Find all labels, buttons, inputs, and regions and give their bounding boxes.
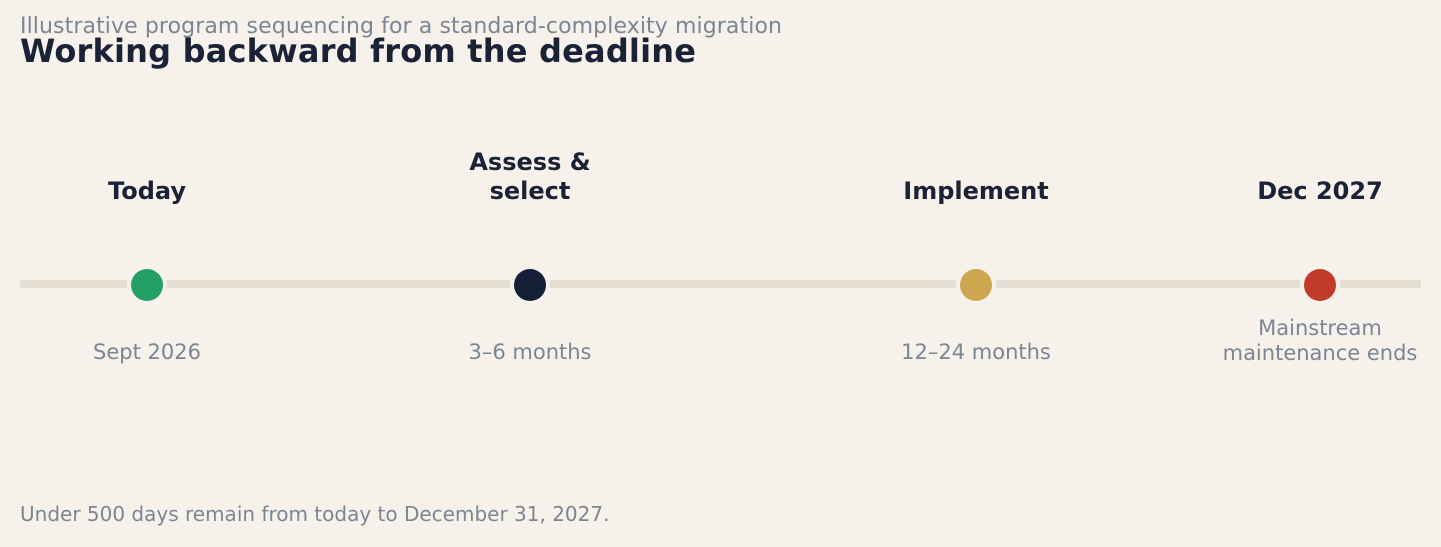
milestone-label: Implement xyxy=(903,177,1049,205)
milestone-label: Dec 2027 xyxy=(1257,177,1383,205)
timeline-track xyxy=(20,280,1421,288)
milestone-sublabel: 12–24 months xyxy=(901,340,1051,364)
footnote: Under 500 days remain from today to Dece… xyxy=(20,502,610,526)
milestone-sublabel: Mainstream maintenance ends xyxy=(1222,316,1418,365)
milestone-label: Today xyxy=(108,177,186,205)
milestone-dot xyxy=(514,269,546,301)
diagram-title: Working backward from the deadline xyxy=(20,32,697,70)
milestone-dot xyxy=(960,269,992,301)
milestone-dot xyxy=(1304,269,1336,301)
milestone-label: Assess & select xyxy=(469,148,591,205)
milestone-dot xyxy=(131,269,163,301)
milestone-sublabel: Sept 2026 xyxy=(93,340,201,364)
milestone-sublabel: 3–6 months xyxy=(468,340,592,364)
diagram-subtitle: Illustrative program sequencing for a st… xyxy=(20,14,783,39)
